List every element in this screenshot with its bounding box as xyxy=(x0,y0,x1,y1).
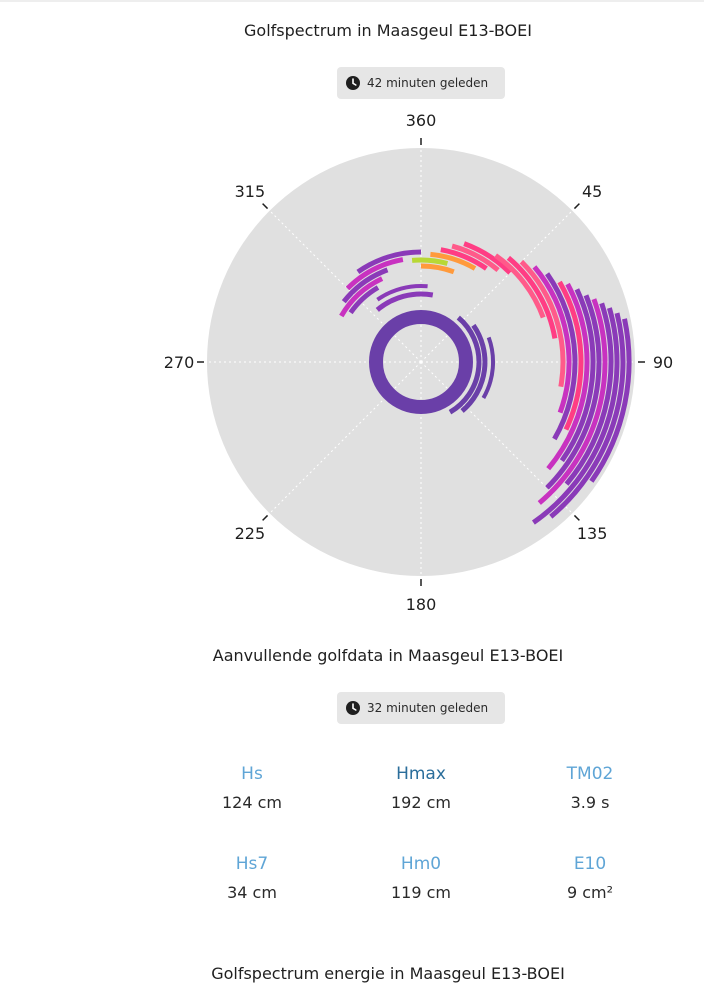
axis-label-45: 45 xyxy=(582,182,602,201)
spectrum-arc xyxy=(356,249,422,274)
spectrum-arc xyxy=(341,267,389,304)
spectrum-arc xyxy=(545,294,602,490)
spectrum-arc xyxy=(375,291,434,312)
stat-label: Hmax xyxy=(396,764,446,784)
spectrum-arc xyxy=(376,284,428,302)
polar-gridline xyxy=(269,210,422,363)
stat-label: Hm0 xyxy=(400,854,442,874)
stat-label: Hs7 xyxy=(235,854,269,874)
stat-value: 34 cm xyxy=(227,883,277,902)
spectrum-arc xyxy=(348,285,380,315)
axis-tick xyxy=(573,514,580,521)
spectrum-arc xyxy=(420,263,455,275)
spectrum-arc xyxy=(564,302,614,486)
stat-hmax: Hmax 192 cm xyxy=(346,764,496,812)
axis-label-135: 135 xyxy=(577,524,608,543)
stat-e10: E10 9 cm² xyxy=(515,854,665,902)
axis-tick xyxy=(262,514,269,521)
spectrum-arc xyxy=(549,312,626,519)
axis-label-180: 180 xyxy=(406,595,437,610)
stat-value: 192 cm xyxy=(390,793,451,812)
spectrum-arc xyxy=(494,253,546,319)
stat-tm02: TM02 3.9 s xyxy=(515,764,665,812)
stat-value: 9 cm² xyxy=(566,883,614,902)
spectrum-arc xyxy=(451,243,500,273)
polar-gridline xyxy=(269,361,422,514)
stat-hs7: Hs7 34 cm xyxy=(177,854,327,902)
spectrum-arc xyxy=(546,282,590,471)
spectrum-inner-ring xyxy=(369,310,473,414)
clock-icon xyxy=(346,76,360,90)
spectrum-timestamp-badge: 42 minuten geleden xyxy=(337,67,505,99)
axis-label-270: 270 xyxy=(164,353,195,372)
energy-title: Golfspectrum energie in Maasgeul E13-BOE… xyxy=(211,964,565,983)
axis-label-90: 90 xyxy=(653,353,673,372)
spectrum-title: Golfspectrum in Maasgeul E13-BOEI xyxy=(244,21,532,40)
spectrum-arc xyxy=(531,307,620,525)
stat-hs: Hs 124 cm xyxy=(177,764,327,812)
spectrum-timestamp-text: 42 minuten geleden xyxy=(367,76,489,90)
stat-label: Hs xyxy=(241,764,263,784)
stat-value: 124 cm xyxy=(221,793,282,812)
stat-label: E10 xyxy=(573,854,607,874)
axis-tick xyxy=(573,203,580,210)
axis-label-225: 225 xyxy=(235,524,266,543)
polar-gridline xyxy=(420,210,573,363)
spectrum-arc xyxy=(519,259,566,388)
polar-gridline xyxy=(420,361,573,514)
spectrum-arc xyxy=(545,272,578,441)
axis-tick xyxy=(262,203,269,210)
spectrum-arc xyxy=(589,318,632,483)
axis-label-360: 360 xyxy=(406,111,437,130)
spectrum-arc xyxy=(440,247,488,271)
spectrum-arc xyxy=(506,255,558,339)
spectrum-arc xyxy=(460,323,488,413)
spectrum-arc xyxy=(537,298,608,505)
spectrum-arc xyxy=(411,257,449,266)
top-divider xyxy=(0,0,704,2)
spectrum-arc xyxy=(339,276,384,318)
spectrum-arc xyxy=(481,336,495,399)
spectrum-arc xyxy=(345,257,404,291)
supplementary-timestamp-text: 32 minuten geleden xyxy=(367,701,489,715)
spectrum-arc xyxy=(448,315,482,415)
stat-value: 3.9 s xyxy=(570,793,610,812)
stat-hm0: Hm0 119 cm xyxy=(346,854,496,902)
spectrum-arc xyxy=(430,251,477,271)
clock-icon xyxy=(346,701,360,715)
stat-value: 119 cm xyxy=(390,883,451,902)
supplementary-timestamp-badge: 32 minuten geleden xyxy=(337,692,505,724)
spectrum-arc xyxy=(557,280,584,431)
spectrum-arc xyxy=(463,241,512,275)
axis-label-315: 315 xyxy=(235,182,266,201)
supplementary-title: Aanvullende golfdata in Maasgeul E13-BOE… xyxy=(212,646,564,665)
spectrum-arc xyxy=(559,288,596,463)
spectrum-arc xyxy=(532,265,572,414)
stat-label: TM02 xyxy=(566,764,614,784)
wave-spectrum-polar-chart: 360 45 90 135 180 225 270 315 xyxy=(164,111,673,610)
